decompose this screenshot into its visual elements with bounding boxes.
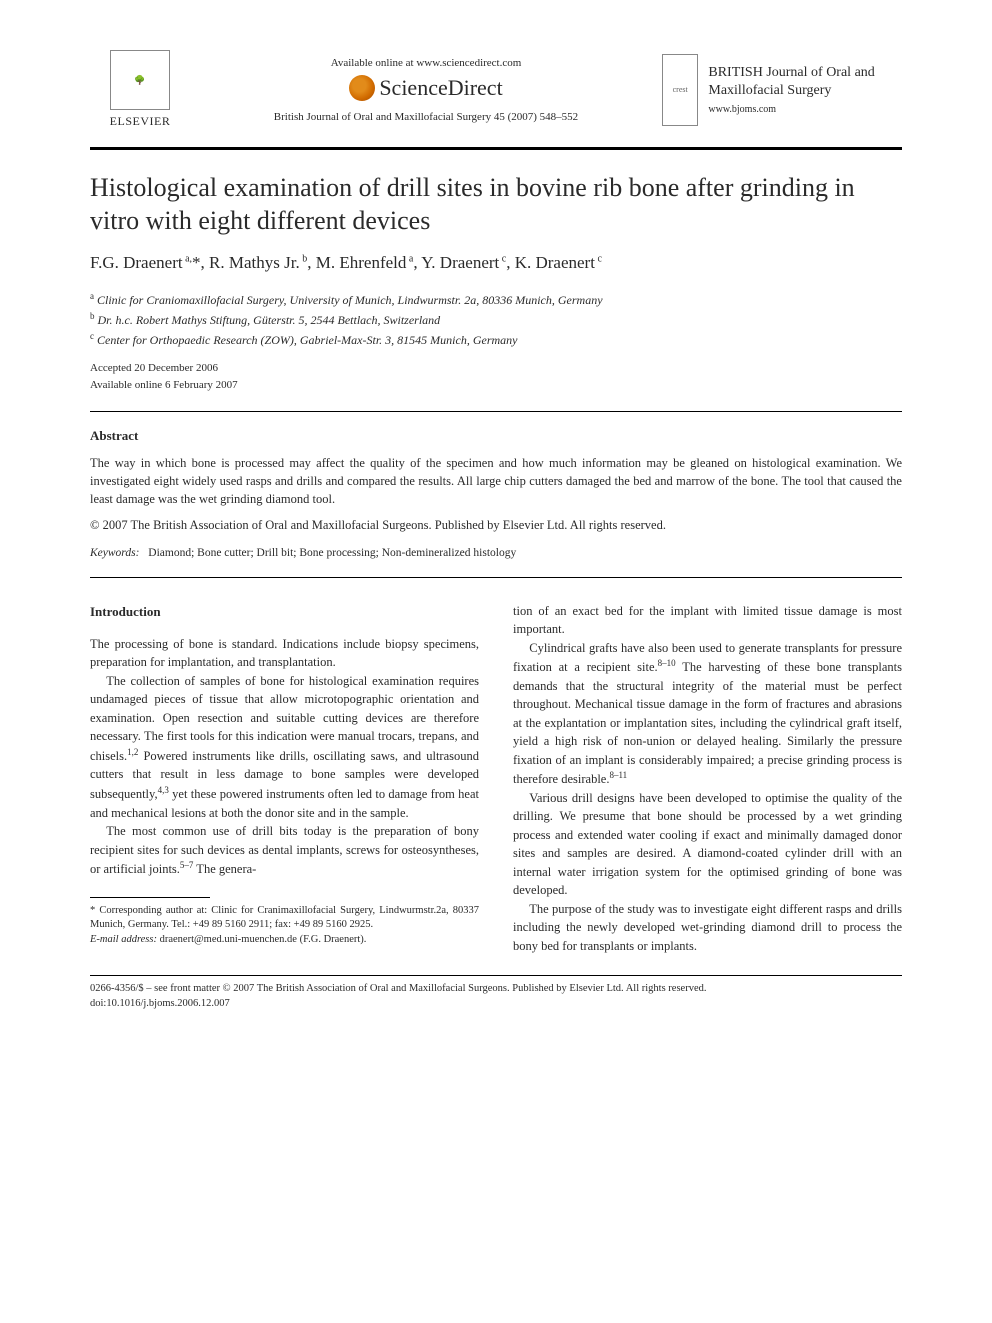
journal-crest-icon: crest xyxy=(662,54,698,126)
para: Cylindrical grafts have also been used t… xyxy=(513,639,902,789)
affil-sup: a xyxy=(406,253,413,264)
header-center: Available online at www.sciencedirect.co… xyxy=(190,57,662,123)
journal-name: BRITISH Journal of Oral and Maxillofacia… xyxy=(708,64,902,100)
authors-line: F.G. Draenert a,*, R. Mathys Jr. b, M. E… xyxy=(90,253,902,273)
elsevier-label: ELSEVIER xyxy=(110,114,171,129)
keywords-label: Keywords: xyxy=(90,547,139,559)
elsevier-tree-icon: 🌳 xyxy=(110,50,170,110)
author: R. Mathys Jr. xyxy=(209,253,300,272)
article-title: Histological examination of drill sites … xyxy=(90,172,902,237)
rule-thin xyxy=(90,149,902,150)
email-name: (F.G. Draenert). xyxy=(300,934,367,945)
corr-marker: * xyxy=(192,253,201,272)
rule xyxy=(90,411,902,412)
para: The purpose of the study was to investig… xyxy=(513,900,902,956)
affil-sup: c xyxy=(595,253,602,264)
ref-sup[interactable]: 8–10 xyxy=(658,658,676,668)
article-dates: Accepted 20 December 2006 Available onli… xyxy=(90,360,902,393)
ref-sup[interactable]: 4,3 xyxy=(158,785,169,795)
footer-doi: doi:10.1016/j.bjoms.2006.12.007 xyxy=(90,997,902,1012)
page-footer: 0266-4356/$ – see front matter © 2007 Th… xyxy=(90,982,902,1011)
affiliation: bDr. h.c. Robert Mathys Stiftung, Güters… xyxy=(90,311,902,328)
body-columns: Introduction The processing of bone is s… xyxy=(90,602,902,956)
affiliation: cCenter for Orthopaedic Research (ZOW), … xyxy=(90,331,902,348)
accepted-date: Accepted 20 December 2006 xyxy=(90,360,902,377)
author: M. Ehrenfeld xyxy=(316,253,407,272)
journal-citation: British Journal of Oral and Maxillofacia… xyxy=(190,111,662,123)
abstract-heading: Abstract xyxy=(90,428,902,444)
available-online-text: Available online at www.sciencedirect.co… xyxy=(190,57,662,69)
footer-copyright: 0266-4356/$ – see front matter © 2007 Th… xyxy=(90,982,902,997)
email-label: E-mail address: xyxy=(90,934,157,945)
journal-brand-block: crest BRITISH Journal of Oral and Maxill… xyxy=(662,54,902,126)
affiliations: aClinic for Craniomaxillofacial Surgery,… xyxy=(90,291,902,348)
sciencedirect-swirl-icon xyxy=(349,75,375,101)
elsevier-logo-block: 🌳 ELSEVIER xyxy=(90,50,190,129)
affiliation: aClinic for Craniomaxillofacial Surgery,… xyxy=(90,291,902,308)
affil-sup: b xyxy=(300,253,308,264)
sciencedirect-text: ScienceDirect xyxy=(379,75,502,101)
author: F.G. Draenert xyxy=(90,253,183,272)
ref-sup[interactable]: 5–7 xyxy=(180,860,194,870)
ref-sup[interactable]: 1,2 xyxy=(127,747,138,757)
para: The processing of bone is standard. Indi… xyxy=(90,635,479,672)
online-date: Available online 6 February 2007 xyxy=(90,377,902,394)
journal-url[interactable]: www.bjoms.com xyxy=(708,104,902,115)
column-left: Introduction The processing of bone is s… xyxy=(90,602,479,956)
abstract-copyright: © 2007 The British Association of Oral a… xyxy=(90,516,902,534)
column-right: tion of an exact bed for the implant wit… xyxy=(513,602,902,956)
author: K. Draenert xyxy=(515,253,595,272)
email-link[interactable]: draenert@med.uni-muenchen.de xyxy=(160,934,297,945)
page-header: 🌳 ELSEVIER Available online at www.scien… xyxy=(90,50,902,129)
introduction-heading: Introduction xyxy=(90,602,479,621)
affil-sup: a, xyxy=(183,253,192,264)
affil-sup: c xyxy=(499,253,506,264)
ref-sup[interactable]: 8–11 xyxy=(609,770,627,780)
abstract-body: The way in which bone is processed may a… xyxy=(90,454,902,508)
footnote-rule xyxy=(90,897,210,898)
rule xyxy=(90,577,902,578)
keywords-line: Keywords: Diamond; Bone cutter; Drill bi… xyxy=(90,547,902,559)
keywords-text: Diamond; Bone cutter; Drill bit; Bone pr… xyxy=(148,547,516,559)
corr-email-line: E-mail address: draenert@med.uni-muenche… xyxy=(90,933,479,948)
corr-text: * Corresponding author at: Clinic for Cr… xyxy=(90,904,479,933)
para: Various drill designs have been develope… xyxy=(513,789,902,900)
para: The collection of samples of bone for hi… xyxy=(90,672,479,822)
para: tion of an exact bed for the implant wit… xyxy=(513,602,902,639)
author: Y. Draenert xyxy=(421,253,499,272)
footer-rule xyxy=(90,975,902,976)
sciencedirect-logo[interactable]: ScienceDirect xyxy=(190,75,662,101)
para: The most common use of drill bits today … xyxy=(90,822,479,879)
corresponding-author-footnote: * Corresponding author at: Clinic for Cr… xyxy=(90,904,479,948)
